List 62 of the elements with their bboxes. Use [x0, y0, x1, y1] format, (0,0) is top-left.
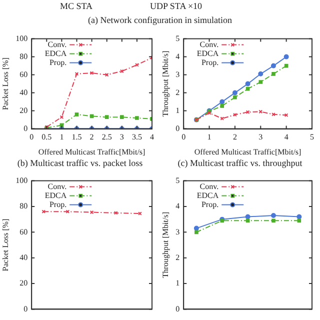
- x-tick-label: 1.5: [72, 132, 82, 142]
- y-tick-label: 4: [176, 52, 180, 61]
- y-tick-label: 2: [176, 252, 180, 262]
- legend-label: Conv.: [48, 182, 67, 191]
- y-tick-label: 4: [176, 202, 180, 211]
- y-tick-label: 100: [16, 176, 28, 185]
- y-tick-label: 80: [20, 52, 28, 61]
- legend-label: Prop.: [49, 200, 67, 209]
- x-tick-label: 0: [182, 132, 186, 142]
- legend-label: Prop.: [49, 58, 67, 67]
- x-tick-label: 5: [310, 132, 314, 142]
- x-tick-label: 3: [258, 132, 263, 142]
- x-tick-label: 4: [284, 132, 288, 142]
- x-tick-label: 0.5: [42, 132, 52, 142]
- y-tick-label: 100: [16, 34, 28, 43]
- x-tick-label: 1: [60, 132, 64, 142]
- legend-label: Conv.: [200, 182, 219, 191]
- y-tick-label: 0: [24, 124, 28, 133]
- y-tick-label: 0: [176, 304, 180, 314]
- legend-label: Prop.: [201, 58, 219, 67]
- y-tick-label: 60: [20, 70, 28, 79]
- y-tick-label: 2: [176, 88, 180, 97]
- y-axis-title: Packet Loss [%]: [0, 57, 10, 110]
- y-tick-label: 5: [176, 176, 180, 185]
- legend-label: Prop.: [201, 200, 219, 209]
- y-axis-title: Throughput [Mbit/s]: [160, 50, 170, 117]
- text: MC STA: [60, 1, 93, 11]
- x-tick-label: 3.5: [132, 132, 142, 142]
- y-tick-label: 40: [20, 88, 28, 97]
- x-tick-label: 1: [207, 132, 212, 142]
- y-tick-label: 40: [20, 252, 28, 262]
- legend-label: EDCA: [196, 48, 219, 58]
- y-tick-label: 3: [176, 227, 180, 236]
- text: (b) Multicast traffic vs. packet loss: [16, 158, 144, 168]
- y-tick-label: 20: [20, 278, 28, 288]
- text: (a) Network configuration in simulation: [87, 15, 233, 25]
- x-axis-title: Offered Multicast Traffic[Mbit/s]: [194, 147, 302, 156]
- text: UDP STA ×10: [150, 1, 202, 11]
- x-tick-label: 2.5: [102, 132, 112, 142]
- y-tick-label: 1: [176, 278, 180, 288]
- legend-label: EDCA: [44, 190, 67, 200]
- x-tick-label: 3: [120, 132, 124, 142]
- legend-label: Conv.: [48, 40, 67, 49]
- legend-label: EDCA: [196, 190, 219, 200]
- legend-label: EDCA: [44, 48, 67, 58]
- y-tick-label: 5: [176, 34, 180, 43]
- y-tick-label: 3: [176, 70, 180, 79]
- x-axis-title: Offered Multicast Traffic[Mbit/s]: [38, 147, 146, 156]
- x-tick-label: 2: [232, 132, 237, 142]
- x-tick-label: 2: [90, 132, 94, 142]
- x-tick-label: 4: [150, 132, 154, 142]
- y-tick-label: 60: [20, 227, 28, 236]
- y-tick-label: 0: [24, 304, 28, 314]
- legend-label: Conv.: [200, 40, 219, 49]
- y-axis-title: Throughput [Mbit/s]: [160, 212, 170, 278]
- text: (c) Multicast traffic vs. throughput: [176, 158, 304, 168]
- y-tick-label: 1: [176, 106, 180, 115]
- y-tick-label: 80: [20, 202, 28, 211]
- y-tick-label: 20: [20, 106, 28, 115]
- y-axis-title: Packet Loss [%]: [0, 218, 10, 272]
- x-tick-label: 0: [30, 132, 34, 142]
- y-tick-label: 0: [176, 124, 180, 133]
